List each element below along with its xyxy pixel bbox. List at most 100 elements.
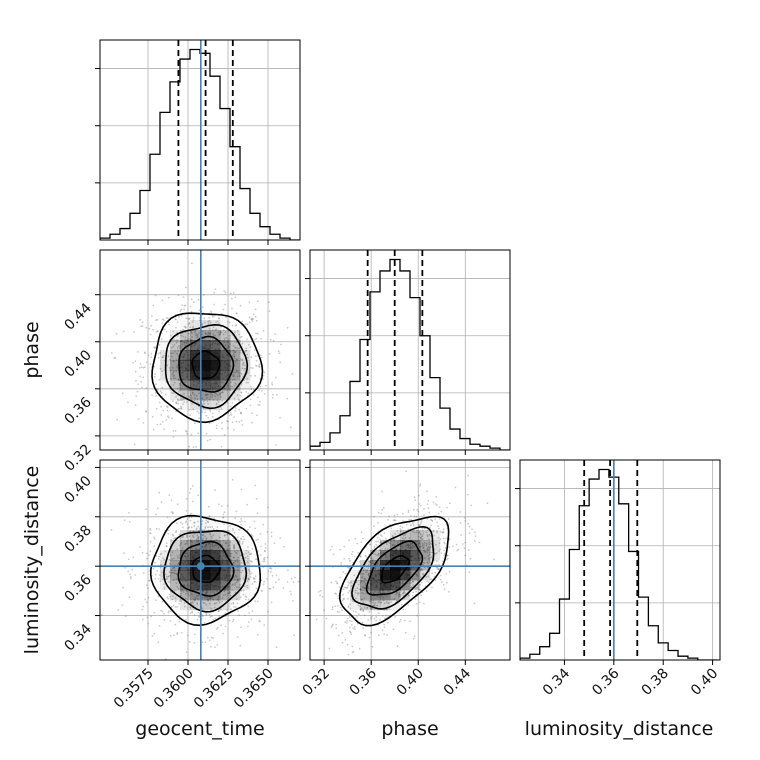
scatter-point: [150, 324, 152, 327]
scatter-point: [434, 552, 437, 555]
scatter-point: [254, 315, 257, 318]
density-cell: [200, 320, 211, 331]
scatter-point: [201, 641, 204, 643]
scatter-point: [402, 592, 404, 595]
scatter-point: [430, 519, 433, 522]
scatter-point: [432, 530, 435, 533]
scatter-point: [150, 352, 153, 355]
scatter-point: [178, 389, 181, 391]
density-cell: [200, 520, 211, 531]
scatter-point: [232, 344, 235, 347]
scatter-point: [154, 346, 157, 348]
scatter-point: [189, 414, 192, 417]
scatter-point: [387, 602, 389, 605]
scatter-point: [247, 578, 250, 580]
scatter-point: [163, 612, 165, 615]
scatter-point: [422, 546, 425, 549]
scatter-point: [362, 592, 365, 595]
scatter-point: [177, 402, 180, 405]
scatter-point: [258, 366, 260, 368]
scatter-point: [208, 515, 211, 518]
scatter-point: [179, 340, 182, 343]
scatter-point: [440, 552, 443, 555]
scatter-point: [172, 371, 175, 374]
scatter-point: [199, 453, 201, 455]
scatter-point: [394, 532, 396, 535]
scatter-point: [364, 578, 367, 581]
scatter-point: [235, 358, 238, 361]
scatter-point: [353, 574, 356, 577]
scatter-point: [340, 561, 343, 564]
scatter-point: [223, 341, 226, 344]
scatter-point: [142, 376, 145, 379]
density-cell: [410, 540, 421, 551]
scatter-point: [363, 597, 366, 600]
scatter-point: [420, 594, 422, 597]
scatter-point: [189, 530, 191, 533]
scatter-point: [230, 413, 233, 416]
scatter-point: [158, 528, 161, 530]
scatter-point: [448, 570, 451, 573]
density-cell: [210, 540, 221, 551]
scatter-point: [248, 316, 251, 319]
scatter-point: [172, 430, 175, 432]
scatter-point: [379, 548, 381, 551]
scatter-point: [416, 579, 419, 582]
scatter-point: [216, 644, 219, 646]
scatter-point: [173, 360, 175, 363]
scatter-point: [278, 352, 281, 355]
scatter-point: [190, 394, 192, 397]
scatter-point: [388, 602, 390, 604]
scatter-point: [174, 597, 177, 599]
scatter-point: [197, 541, 200, 543]
density-cell: [170, 550, 181, 561]
scatter-point: [180, 340, 183, 343]
scatter-point: [387, 589, 390, 592]
scatter-point: [178, 602, 181, 605]
scatter-point: [214, 288, 217, 290]
scatter-point: [434, 543, 437, 546]
scatter-point: [222, 594, 225, 596]
scatter-point: [211, 396, 213, 398]
scatter-point: [436, 531, 438, 534]
scatter-point: [149, 363, 152, 365]
scatter-point: [209, 334, 211, 337]
scatter-point: [249, 526, 251, 529]
density-cell: [190, 600, 201, 611]
scatter-point: [186, 339, 189, 341]
scatter-point: [152, 567, 155, 570]
scatter-point: [191, 601, 194, 603]
scatter-point: [233, 531, 236, 534]
scatter-point: [386, 608, 388, 611]
scatter-point: [190, 540, 192, 543]
scatter-point: [353, 555, 356, 558]
scatter-point: [427, 566, 429, 569]
scatter-point: [153, 611, 156, 614]
scatter-point: [379, 601, 382, 604]
scatter-point: [152, 428, 155, 431]
scatter-point: [455, 543, 458, 546]
scatter-point: [395, 591, 398, 594]
scatter-point: [240, 391, 243, 394]
scatter-point: [289, 426, 292, 429]
xtick-label-1-1: 0.3600: [151, 666, 197, 712]
scatter-point: [429, 546, 432, 549]
scatter-point: [182, 403, 185, 405]
scatter-point: [222, 516, 225, 519]
scatter-point: [427, 546, 430, 548]
scatter-point: [161, 318, 164, 321]
scatter-point: [168, 494, 171, 497]
density-cell: [230, 330, 241, 341]
scatter-point: [195, 394, 198, 397]
scatter-point: [206, 520, 209, 523]
scatter-point: [195, 446, 197, 448]
scatter-point: [155, 383, 157, 386]
scatter-point: [474, 531, 476, 534]
density-cell: [410, 520, 421, 531]
scatter-point: [232, 375, 235, 378]
scatter-point: [402, 608, 405, 611]
scatter-point: [178, 600, 181, 602]
scatter-point: [177, 398, 179, 401]
scatter-point: [206, 400, 209, 402]
scatter-point: [195, 538, 198, 541]
